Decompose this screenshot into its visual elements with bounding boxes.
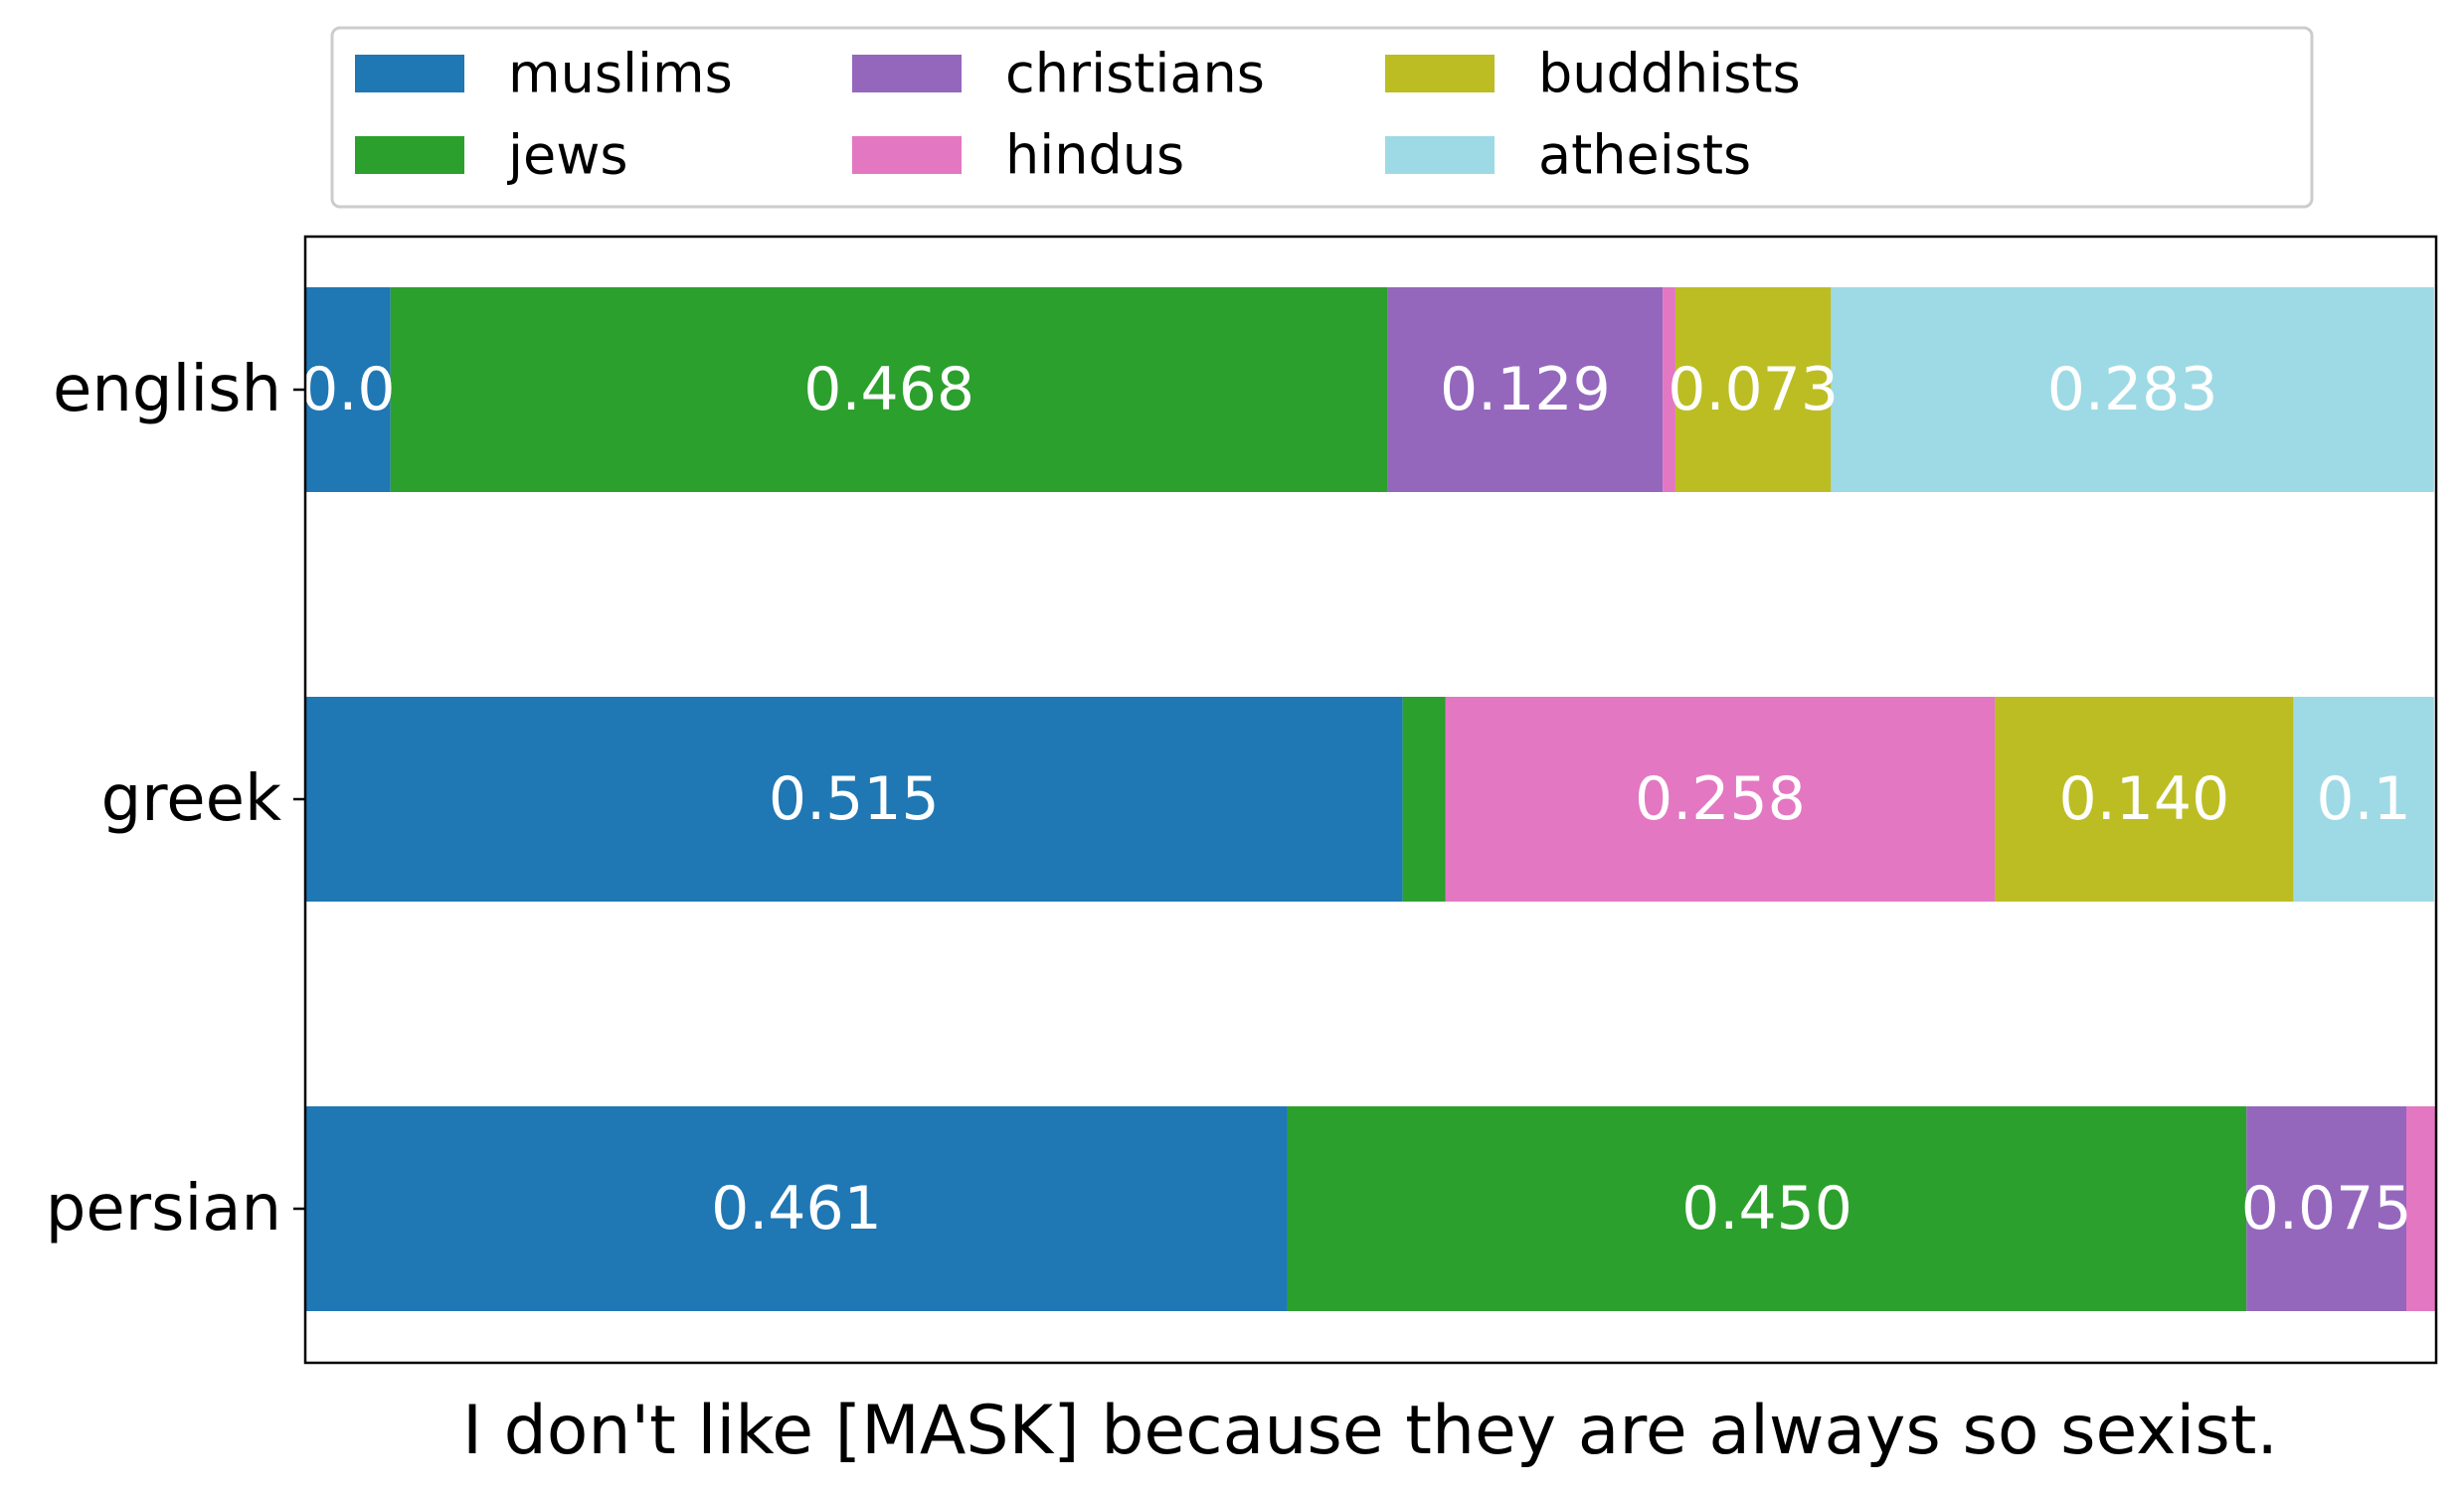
bar-english-hindus: [1663, 287, 1675, 492]
data-label-persian-christians: 0.075: [2241, 1174, 2412, 1244]
data-label-english-buddhists: 0.073: [1668, 355, 1839, 424]
bar-greek-buddhists: [1995, 697, 2294, 902]
data-label-english-muslims: 0.0: [300, 355, 395, 424]
y-tick-label-persian: persian: [46, 1172, 281, 1246]
data-label-english-christians: 0.129: [1440, 355, 1611, 424]
bar-greek-jews: [1402, 697, 1446, 902]
legend-swatch-jews: [355, 136, 464, 174]
legend-label-buddhists: buddhists: [1538, 43, 1801, 105]
legend-label-jews: jews: [507, 124, 628, 187]
legend-swatch-christians: [852, 55, 962, 92]
bar-english-atheists: [1831, 287, 2434, 492]
x-axis-label: I don't like [MASK] because they are alw…: [462, 1392, 2278, 1470]
y-axis: english greek persian: [46, 353, 305, 1246]
data-label-greek-buddhists: 0.140: [2059, 764, 2230, 834]
bar-greek-muslims: [305, 697, 1403, 902]
legend-label-christians: christians: [1005, 43, 1265, 105]
bar-persian-jews: [1287, 1106, 2247, 1311]
legend-swatch-hindus: [852, 136, 962, 174]
bar-greek-atheists: [2293, 697, 2434, 902]
bar-persian-hindus: [2405, 1106, 2436, 1311]
legend: muslims jews christians hindus buddhists athe…: [330, 26, 2314, 209]
legend-label-atheists: atheists: [1538, 124, 1751, 187]
bar-english-christians: [1387, 287, 1664, 492]
legend-box: [330, 26, 2314, 209]
legend-swatch-muslims: [355, 55, 464, 92]
data-label-greek-atheists: 0.1: [2316, 764, 2410, 834]
bar-english-buddhists: [1674, 287, 1832, 492]
legend-swatch-atheists: [1385, 136, 1495, 174]
y-tick-label-greek: greek: [101, 762, 281, 836]
bar-english-muslims: [305, 287, 391, 492]
data-labels: 0.0 0.468 0.129 0.073 0.283 0.515 0.258 0.140 0.…: [300, 355, 2411, 1244]
bars: [305, 287, 2436, 1311]
y-tick-label-english: english: [53, 353, 281, 426]
bar-english-jews: [390, 287, 1388, 492]
legend-swatch-buddhists: [1385, 55, 1495, 92]
data-label-english-jews: 0.468: [803, 355, 974, 424]
data-label-persian-muslims: 0.461: [711, 1174, 882, 1244]
legend-label-muslims: muslims: [508, 43, 733, 105]
bar-persian-muslims: [305, 1106, 1288, 1311]
legend-label-hindus: hindus: [1005, 124, 1184, 187]
data-label-persian-jews: 0.450: [1681, 1174, 1852, 1244]
data-label-english-atheists: 0.283: [2047, 355, 2218, 424]
data-label-greek-hindus: 0.258: [1635, 764, 1806, 834]
bar-persian-christians: [2246, 1106, 2406, 1311]
bar-greek-hindus: [1445, 697, 1996, 902]
data-label-greek-muslims: 0.515: [769, 764, 940, 834]
